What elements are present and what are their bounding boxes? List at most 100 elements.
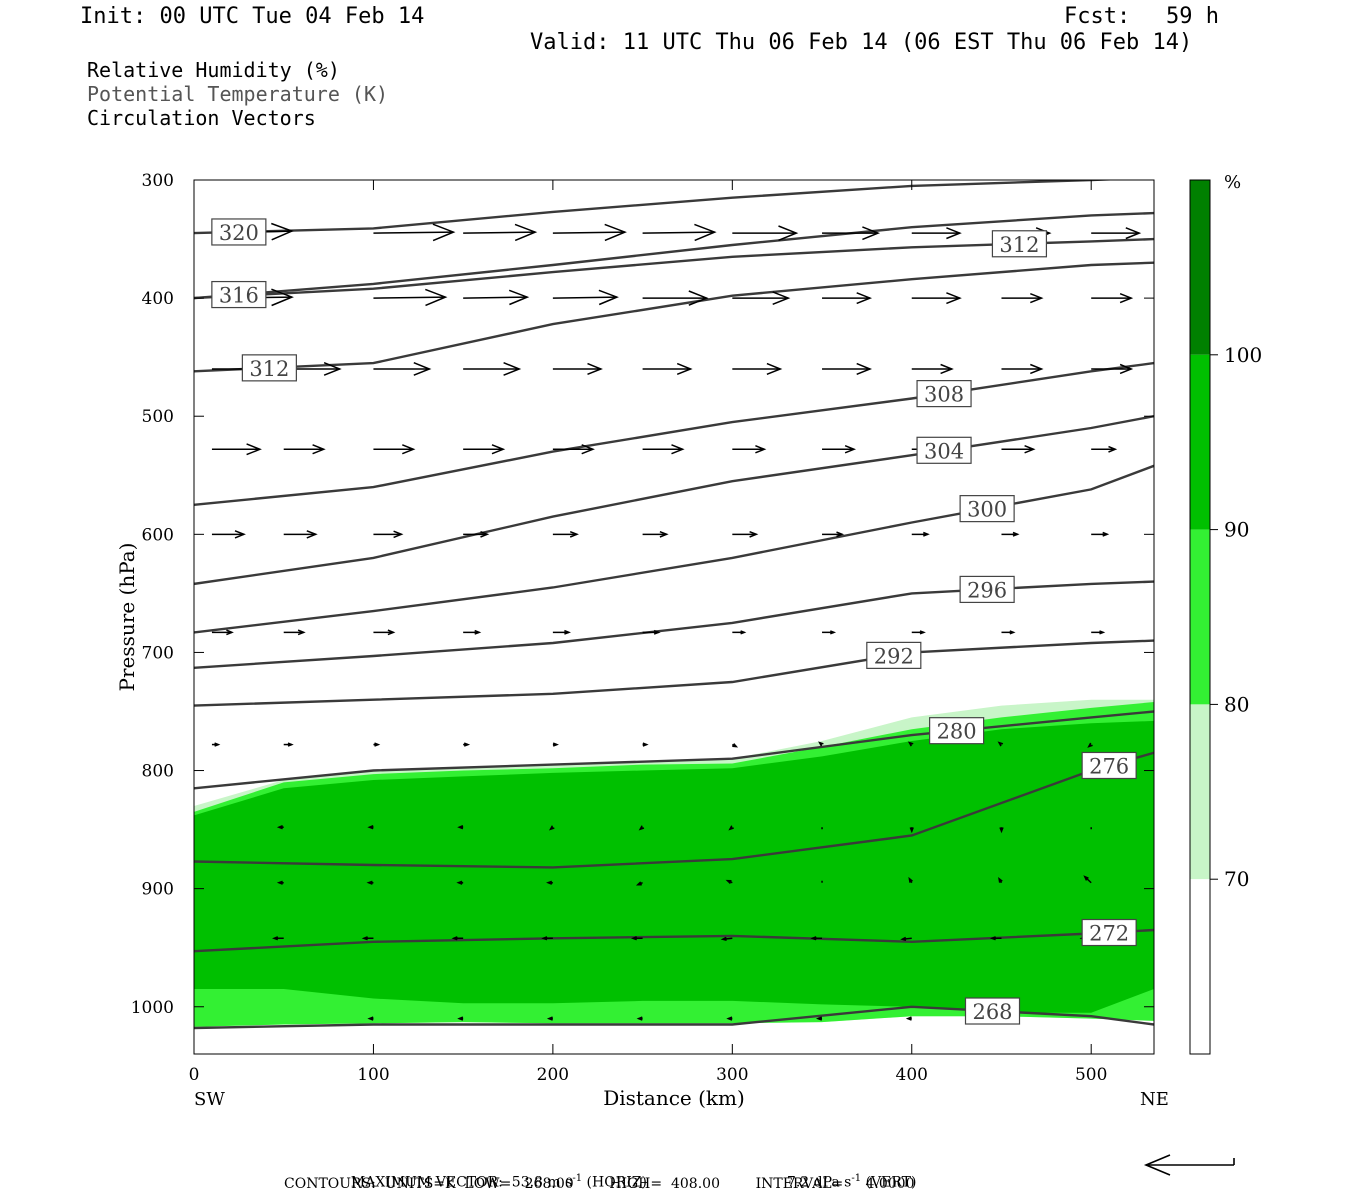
axes-layer: 0 100 200 300 400 500 300 400 500 600 700 800 900 100… <box>131 171 1154 1085</box>
circulation-vector <box>635 881 643 886</box>
circulation-vector <box>552 223 627 242</box>
x-tick-label: 300 <box>716 1065 748 1085</box>
isentrope-label-box <box>211 218 267 246</box>
isentrope-label-box <box>964 997 1021 1025</box>
circulation-vector <box>463 531 490 538</box>
x-tick-label: 100 <box>357 1065 389 1085</box>
isentrope-label-text: 308 <box>924 383 964 407</box>
circulation-vector <box>815 1016 823 1021</box>
circulation-vector <box>638 825 645 831</box>
colorbar-segment <box>1190 704 1210 880</box>
colorbar-frame <box>1189 179 1211 1055</box>
circulation-vector <box>909 827 914 834</box>
isentrope-label-text: 276 <box>1089 754 1129 778</box>
max-vector-vert-line: 7.2 dPa s-1 (VERT) <box>778 1157 917 1191</box>
max-vector-vert-exp: -1 <box>851 1173 862 1184</box>
circulation-vector <box>911 227 962 240</box>
circulation-vector <box>552 362 603 375</box>
x-end-label-left: SW <box>194 1089 225 1110</box>
circulation-vector <box>998 876 1003 884</box>
circulation-vector <box>822 292 873 305</box>
isentrope-label-2: 316 <box>211 280 267 309</box>
circulation-vector <box>1001 630 1016 635</box>
circulation-vector <box>732 531 759 538</box>
circulation-vector <box>822 445 857 454</box>
init-time: Init: 00 UTC Tue 04 Feb 14 <box>80 4 425 29</box>
circulation-vector <box>1091 227 1142 240</box>
circulation-vector <box>911 630 926 635</box>
circulation-vector <box>822 226 881 241</box>
circulation-vector <box>1091 363 1134 375</box>
circulation-vector <box>642 223 717 242</box>
isentrope-label-text: 292 <box>874 644 914 668</box>
circulation-vector <box>546 880 553 885</box>
isentrope-label-1: 312 <box>991 230 1048 258</box>
max-vector-vert: 7.2 dPa s <box>786 1174 852 1191</box>
vector-layer <box>211 222 1142 1021</box>
isentrope-316-2 <box>194 211 1154 300</box>
isentrope-label-box <box>916 436 972 464</box>
isentrope-label-box <box>959 495 1015 523</box>
circulation-vector <box>907 741 914 747</box>
circulation-vector <box>373 742 381 747</box>
colorbar-segment <box>1190 529 1210 705</box>
circulation-vector <box>546 1016 553 1021</box>
plot-frame <box>193 179 1155 1055</box>
circulation-vector <box>1001 531 1020 537</box>
isentrope-300-6 <box>194 464 1154 634</box>
circulation-vector <box>457 825 464 830</box>
circulation-vector <box>1001 445 1036 454</box>
isentrope-label-10: 276 <box>1081 751 1137 780</box>
circulation-vector <box>732 630 747 635</box>
isentrope-label-3: 312 <box>241 354 297 382</box>
y-tick-label: 800 <box>142 762 174 782</box>
circulation-vector <box>1091 293 1134 304</box>
circulation-vector <box>911 292 962 305</box>
isentrope-280-9 <box>194 710 1154 790</box>
y-tick-label: 900 <box>142 880 174 900</box>
isentrope-label-box <box>916 380 972 408</box>
isentrope-label-box <box>1081 751 1137 780</box>
circulation-vector <box>997 741 1004 747</box>
isentrope-label-8: 292 <box>866 641 922 669</box>
circulation-vector <box>456 880 464 885</box>
circulation-vector <box>642 629 661 635</box>
colorbar-level-label: 80 <box>1224 692 1249 716</box>
legend-theta: Potential Temperature (K) <box>87 82 389 106</box>
isentrope-label-text: 280 <box>937 720 977 744</box>
x-axis-title: Distance (km) <box>603 1086 745 1110</box>
colorbar-segment <box>1190 354 1210 530</box>
circulation-vector <box>211 742 221 747</box>
isentrope-label-0: 320 <box>211 218 267 246</box>
circulation-vector <box>552 444 595 455</box>
circulation-vector <box>642 290 709 306</box>
legend-vectors: Circulation Vectors <box>87 106 316 130</box>
circulation-vector <box>725 879 733 885</box>
isentrope-label-7: 296 <box>959 575 1015 604</box>
circulation-vector <box>732 362 783 375</box>
circulation-vector <box>1091 445 1118 453</box>
isentrope-label-text: 312 <box>999 233 1039 257</box>
max-vector-line: MAXIMUM VECTOR: 53.8 m s-1 (HORIZ) <box>342 1157 647 1191</box>
circulation-vector <box>373 629 396 636</box>
circulation-vector <box>211 629 234 636</box>
circulation-vector <box>463 742 471 747</box>
isentrope-label-box <box>1081 918 1137 947</box>
circulation-vector <box>373 362 432 376</box>
isentrope-label-text: 268 <box>972 1000 1012 1024</box>
circulation-vector <box>548 825 555 831</box>
circulation-vector <box>726 1016 733 1021</box>
isentrope-label-5: 304 <box>916 436 972 464</box>
isentrope-292-8 <box>194 639 1154 707</box>
circulation-vector <box>630 936 643 941</box>
circulation-vector <box>463 444 506 455</box>
isentrope-label-6: 300 <box>959 495 1015 523</box>
circulation-vector <box>276 825 284 830</box>
circulation-vector <box>367 1016 374 1021</box>
circulation-vector <box>283 530 318 539</box>
contours-info: CONTOURS: UNITS=K LOW= 268.00 HIGH= 408.… <box>284 1176 915 1192</box>
colorbar-segment <box>1190 879 1210 1054</box>
circulation-vector <box>1087 742 1093 748</box>
circulation-vector <box>720 936 733 942</box>
circulation-vector <box>642 444 685 455</box>
